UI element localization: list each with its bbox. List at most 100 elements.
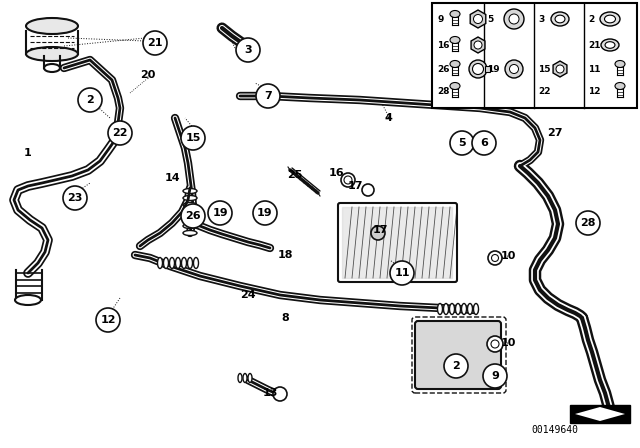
Text: 11: 11 [588, 65, 600, 73]
Ellipse shape [605, 15, 616, 23]
Text: 24: 24 [240, 290, 256, 300]
Ellipse shape [461, 303, 467, 314]
Circle shape [208, 201, 232, 225]
Text: 1: 1 [24, 148, 32, 158]
Circle shape [143, 31, 167, 55]
Text: 12: 12 [100, 315, 116, 325]
Ellipse shape [555, 15, 565, 23]
Ellipse shape [170, 258, 175, 268]
Text: 6: 6 [480, 138, 488, 148]
Text: 17: 17 [372, 225, 388, 235]
Circle shape [444, 354, 468, 378]
Text: 23: 23 [67, 193, 83, 203]
Ellipse shape [183, 210, 197, 215]
Ellipse shape [450, 60, 460, 68]
Text: 19: 19 [212, 208, 228, 218]
Ellipse shape [243, 374, 247, 383]
Ellipse shape [601, 39, 619, 51]
Text: 6: 6 [470, 14, 476, 23]
Text: 14: 14 [164, 173, 180, 183]
Text: 28: 28 [437, 86, 449, 95]
Circle shape [576, 211, 600, 235]
Ellipse shape [474, 303, 479, 314]
Polygon shape [553, 61, 567, 77]
Text: 23: 23 [470, 65, 483, 73]
Text: 26: 26 [437, 65, 449, 73]
Ellipse shape [26, 18, 78, 34]
Text: 2: 2 [86, 95, 94, 105]
Text: 9: 9 [491, 371, 499, 381]
Circle shape [253, 201, 277, 225]
Ellipse shape [183, 195, 197, 201]
Ellipse shape [438, 303, 442, 314]
Text: 3: 3 [244, 45, 252, 55]
Text: 28: 28 [580, 218, 596, 228]
Circle shape [469, 60, 487, 78]
Ellipse shape [183, 216, 197, 221]
Text: 3: 3 [538, 14, 544, 23]
Ellipse shape [615, 82, 625, 90]
Text: 7: 7 [470, 40, 476, 49]
Circle shape [472, 64, 483, 74]
Text: 22: 22 [538, 86, 550, 95]
Text: 18: 18 [277, 250, 292, 260]
Ellipse shape [183, 189, 197, 194]
Ellipse shape [444, 303, 449, 314]
Polygon shape [470, 10, 486, 28]
Circle shape [96, 308, 120, 332]
Circle shape [390, 261, 414, 285]
Text: 7: 7 [264, 91, 272, 101]
Text: 13: 13 [262, 388, 278, 398]
Polygon shape [471, 37, 485, 53]
Ellipse shape [157, 258, 163, 268]
Text: 15: 15 [538, 65, 550, 73]
Ellipse shape [183, 231, 197, 236]
Text: 27: 27 [547, 128, 563, 138]
Circle shape [472, 131, 496, 155]
Circle shape [63, 186, 87, 210]
Text: 00149640: 00149640 [531, 425, 579, 435]
Ellipse shape [248, 374, 252, 383]
Ellipse shape [15, 295, 41, 305]
Text: 20: 20 [140, 70, 156, 80]
Ellipse shape [238, 374, 242, 383]
Bar [485, 66, 490, 72]
Text: 11: 11 [394, 268, 410, 278]
Circle shape [487, 336, 503, 352]
Circle shape [505, 60, 523, 78]
Ellipse shape [605, 42, 615, 48]
Text: 16: 16 [437, 40, 449, 49]
Circle shape [483, 364, 507, 388]
Circle shape [509, 14, 519, 24]
FancyBboxPatch shape [415, 321, 501, 389]
Text: 2: 2 [452, 361, 460, 371]
Circle shape [256, 84, 280, 108]
Ellipse shape [450, 36, 460, 43]
Ellipse shape [188, 258, 193, 268]
Circle shape [273, 387, 287, 401]
Text: 12: 12 [588, 86, 600, 95]
Ellipse shape [163, 258, 168, 268]
Text: 4: 4 [384, 113, 392, 123]
Text: 2: 2 [588, 14, 595, 23]
Text: 5: 5 [458, 138, 466, 148]
Text: 21: 21 [588, 40, 600, 49]
Text: 8: 8 [281, 313, 289, 323]
Ellipse shape [449, 303, 454, 314]
Ellipse shape [175, 258, 180, 268]
Circle shape [371, 226, 385, 240]
Circle shape [108, 121, 132, 145]
Ellipse shape [600, 12, 620, 26]
Circle shape [474, 14, 483, 23]
Circle shape [556, 65, 564, 73]
Circle shape [236, 38, 260, 62]
Text: 10: 10 [500, 251, 516, 261]
Text: 22: 22 [112, 128, 128, 138]
Ellipse shape [183, 202, 197, 207]
Ellipse shape [26, 47, 78, 61]
Ellipse shape [183, 224, 197, 228]
Text: 21: 21 [147, 38, 163, 48]
Polygon shape [575, 407, 625, 421]
Circle shape [344, 176, 352, 184]
Bar [432, 3, 637, 108]
